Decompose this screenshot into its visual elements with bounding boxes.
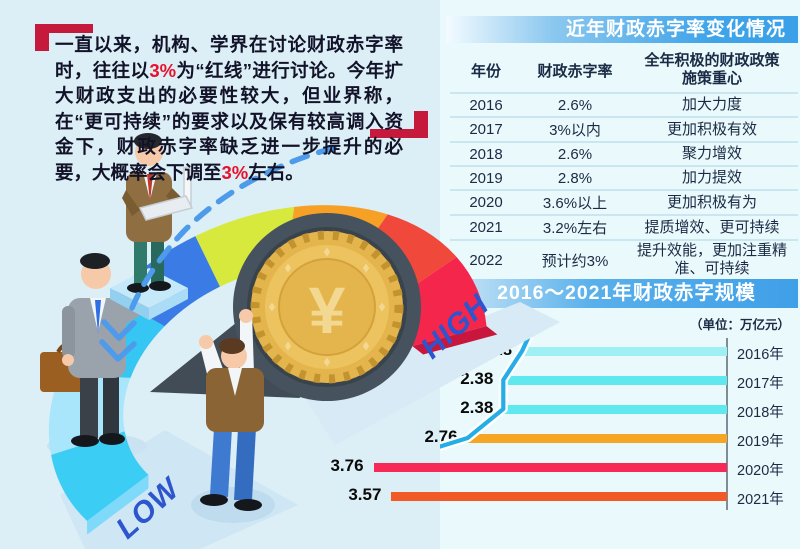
intro-red1: 3% xyxy=(149,59,177,81)
chart-unit-note: （单位：万亿元） xyxy=(689,318,790,332)
table-title: 近年财政赤字率变化情况 xyxy=(446,16,798,43)
table-cell-policy: 加大力度 xyxy=(681,96,742,113)
table-cell-year: 2017 xyxy=(469,121,503,138)
intro-red2: 3% xyxy=(221,161,249,183)
yuan-coin: ¥ xyxy=(233,213,421,401)
table-cell-policy: 提质增效、更可持续 xyxy=(644,218,780,236)
right-panel-background xyxy=(440,0,800,549)
table-cell-rate: 3%以内 xyxy=(549,122,601,139)
table-cell-year: 2019 xyxy=(469,169,503,187)
table-row: 2019 2.8% 加力提效 xyxy=(450,167,798,191)
table-row: 2022 预计约3% 提升效能，更加注重精准、可持续 xyxy=(450,241,798,281)
coin-sparkles xyxy=(268,247,386,367)
table-cell-year: 2016 xyxy=(469,96,503,114)
table-cell-policy: 加力提效 xyxy=(681,169,742,186)
businessman-shadow xyxy=(47,433,147,459)
table-cell-rate: 2.8% xyxy=(557,169,593,187)
worker-shadow xyxy=(191,487,275,523)
deficit-bar xyxy=(467,433,727,443)
table-cell-rate: 3.2%左右 xyxy=(542,220,608,237)
trend-line-path xyxy=(440,336,531,449)
corner-bracket-bottom-right xyxy=(370,111,428,138)
table-cell-policy: 更加积极有为 xyxy=(666,193,757,211)
table-body: 2016 2.6% 加大力度 2017 3%以内 更加积极有效 2018 2.6% 聚力增效 20… xyxy=(450,94,798,281)
deficit-bar xyxy=(503,404,727,414)
table-cell-policy: 更加积极有效 xyxy=(666,120,757,138)
businessman-figure xyxy=(40,253,173,447)
bar-year-label: 2020年 xyxy=(737,463,784,479)
bar-value-label: 3.76 xyxy=(330,456,364,475)
table-row: 2020 3.6%以上 更加积极有为 xyxy=(450,191,798,216)
deficit-rate-table: 年份 财政赤字率 全年积极的财政政策 施策重心 2016 2.6% 加大力度 2017… xyxy=(450,48,798,281)
bar-year-label: 2019年 xyxy=(737,434,784,450)
table-row: 2018 2.6% 聚力增效 xyxy=(450,143,798,167)
deficit-bar xyxy=(391,491,727,501)
table-cell-year: 2020 xyxy=(469,194,503,211)
table-cell-year: 2022 xyxy=(469,251,503,269)
intro-paragraph: 一直以来，机构、学界在讨论财政赤字率时，往往以3%为“红线”进行讨论。今年扩大财… xyxy=(55,32,403,185)
low-label: LOW xyxy=(109,471,187,546)
trend-line xyxy=(440,336,533,452)
chart-title: 2016～2021年财政赤字规模 xyxy=(455,279,798,308)
intro-part1: 一直以来，机构、学界在讨论财政赤字率时，往往以 xyxy=(55,34,403,81)
deficit-bar-chart: 2.18 2016年 2.38 2017年 2.38 2018年 2.76 2019年 3.76… xyxy=(330,336,800,516)
deficit-bar xyxy=(522,346,727,356)
corner-bracket-top-left xyxy=(35,24,93,51)
table-cell-rate: 3.6%以上 xyxy=(542,195,608,212)
table-row: 2021 3.2%左右 提质增效、更可持续 xyxy=(450,216,798,241)
gauge-needle xyxy=(150,302,300,398)
bar-year-label: 2018年 xyxy=(737,405,784,421)
worker-figure xyxy=(199,309,264,511)
table-header-rate: 财政赤字率 xyxy=(537,62,613,80)
coin-yen-symbol: ¥ xyxy=(309,273,346,347)
bar-year-label: 2016年 xyxy=(737,347,784,363)
intro-part3: 左右。 xyxy=(248,161,304,183)
table-header-policy: 全年积极的财政政策 施策重心 xyxy=(644,52,780,87)
chart-axis-line xyxy=(726,338,728,510)
bar-value-label: 3.57 xyxy=(348,485,382,504)
table-header-row: 年份 财政赤字率 全年积极的财政政策 施策重心 xyxy=(450,48,798,94)
table-cell-policy: 提升效能，更加注重精准、可持续 xyxy=(636,242,787,277)
deficit-bar xyxy=(503,375,727,385)
table-cell-rate: 预计约3% xyxy=(541,252,609,270)
table-cell-rate: 2.6% xyxy=(557,145,593,163)
deficit-bar xyxy=(373,462,727,472)
table-cell-year: 2021 xyxy=(469,219,503,236)
table-cell-year: 2018 xyxy=(469,145,503,163)
bar-year-label: 2021年 xyxy=(737,492,784,508)
table-row: 2016 2.6% 加大力度 xyxy=(450,94,798,118)
intro-box: 一直以来，机构、学界在讨论财政赤字率时，往往以3%为“红线”进行讨论。今年扩大财… xyxy=(35,24,430,183)
table-cell-policy: 聚力增效 xyxy=(681,145,742,162)
table-header-year: 年份 xyxy=(470,62,501,80)
table-row: 2017 3%以内 更加积极有效 xyxy=(450,118,798,143)
bar-year-label: 2017年 xyxy=(737,376,784,392)
table-cell-rate: 2.6% xyxy=(557,96,593,114)
